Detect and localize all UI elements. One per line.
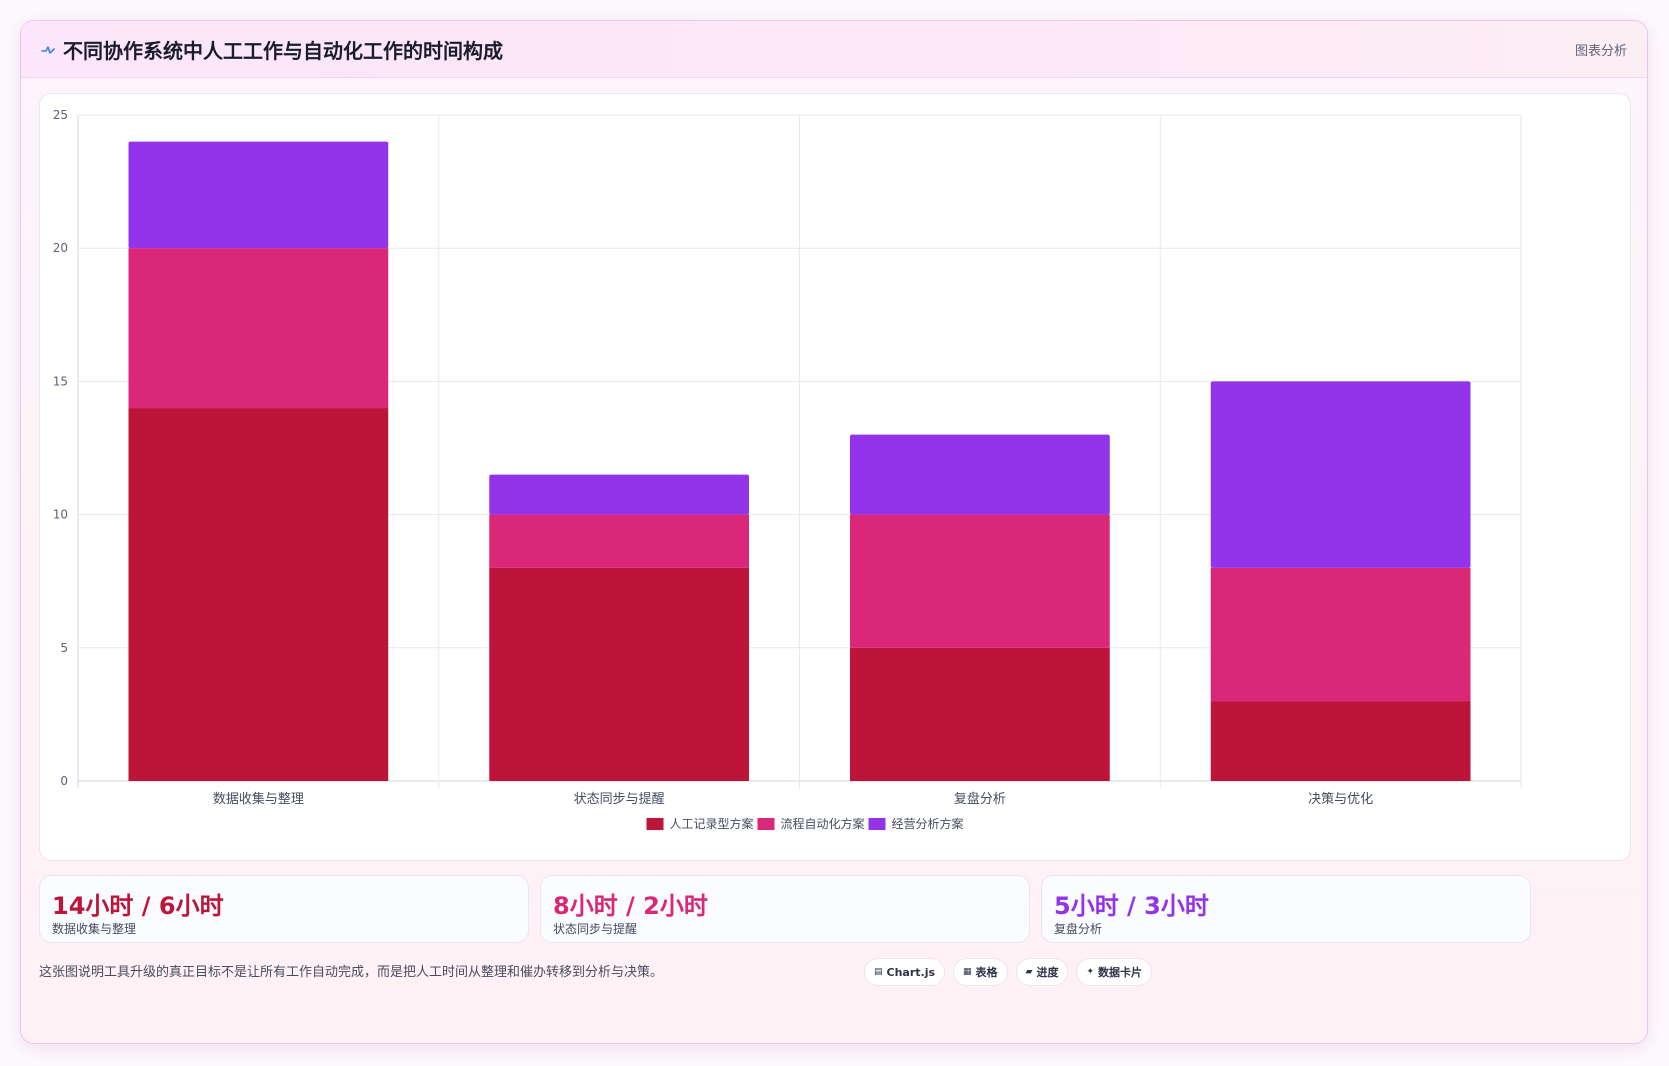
bar-segment[interactable] [128, 408, 389, 781]
pill-table[interactable]: ▦ 表格 [953, 958, 1008, 986]
pill-label: 数据卡片 [1098, 966, 1143, 979]
bar-segment[interactable] [850, 647, 1110, 781]
bar-segment[interactable] [1210, 381, 1471, 568]
legend-label[interactable]: 经营分析方案 [892, 816, 964, 831]
bar-segment[interactable] [1210, 701, 1471, 781]
x-tick-label: 状态同步与提醒 [574, 791, 665, 807]
x-tick-label: 决策与优化 [1308, 791, 1373, 807]
legend-label[interactable]: 人工记录型方案 [670, 816, 754, 831]
chart-icon: ▤ [874, 967, 883, 977]
stat-value: 14小时 / 6小时 [52, 892, 224, 920]
bar-segment[interactable] [489, 514, 749, 568]
y-tick-label: 20 [53, 241, 68, 255]
pulse-icon [41, 46, 55, 54]
y-tick-label: 25 [53, 108, 68, 122]
card-header: 不同协作系统中人工工作与自动化工作的时间构成 图表分析 [21, 21, 1647, 78]
footer-note: 这张图说明工具升级的真正目标不是让所有工作自动完成，而是把人工时间从整理和催办转… [39, 965, 664, 980]
x-tick-label: 数据收集与整理 [213, 791, 304, 807]
y-tick-label: 5 [60, 641, 68, 655]
stat-value: 5小时 / 3小时 [1054, 892, 1209, 920]
bar-segment[interactable] [489, 474, 749, 515]
pill-data-card[interactable]: ✦ 数据卡片 [1076, 958, 1153, 986]
x-tick-label: 复盘分析 [954, 791, 1006, 807]
chart-panel: 0 5 10 15 20 25 数据收集与整理 状态同步与提醒 复盘分析 决策与优化 人工记录型方… [39, 93, 1631, 861]
legend-swatch[interactable] [868, 818, 886, 830]
bar-segment[interactable] [128, 141, 389, 249]
bar-segment[interactable] [128, 248, 389, 409]
chart-title: 不同协作系统中人工工作与自动化工作的时间构成 [63, 39, 503, 63]
sparkle-icon: ✦ [1086, 967, 1095, 977]
stat-label: 状态同步与提醒 [553, 922, 638, 936]
stat-card-data-collection: 14小时 / 6小时 数据收集与整理 [39, 875, 529, 943]
stat-card-status-sync: 8小时 / 2小时 状态同步与提醒 [540, 875, 1030, 943]
stat-card-review: 5小时 / 3小时 复盘分析 [1041, 875, 1531, 943]
feature-pills: ▤ Chart.js ▦ 表格 ▰ 进度 ✦ 数据卡片 [864, 958, 1153, 986]
y-tick-label: 10 [53, 508, 68, 522]
chart-card: 不同协作系统中人工工作与自动化工作的时间构成 图表分析 0 5 10 15 20 25 数据… [20, 20, 1648, 1044]
legend-label[interactable]: 流程自动化方案 [781, 816, 865, 831]
legend-swatch[interactable] [757, 818, 775, 830]
pill-chartjs[interactable]: ▤ Chart.js [864, 958, 946, 986]
bar-segment[interactable] [850, 434, 1110, 515]
stat-value: 8小时 / 2小时 [553, 892, 708, 920]
legend-swatch[interactable] [646, 818, 664, 830]
y-tick-label: 0 [60, 774, 68, 788]
stat-label: 数据收集与整理 [52, 922, 137, 936]
pill-label: 进度 [1036, 966, 1059, 979]
y-tick-label: 15 [53, 374, 68, 388]
stat-label: 复盘分析 [1054, 922, 1103, 936]
pill-progress[interactable]: ▰ 进度 [1015, 958, 1069, 986]
stacked-bar-chart: 0 5 10 15 20 25 数据收集与整理 状态同步与提醒 复盘分析 决策与优化 人工记录型方… [53, 108, 1522, 831]
header-tag: 图表分析 [1574, 44, 1627, 59]
bar-segment[interactable] [489, 567, 749, 781]
bar-segment[interactable] [1210, 567, 1471, 702]
pill-label: Chart.js [886, 965, 936, 979]
table-icon: ▦ [963, 967, 972, 977]
bar-segment[interactable] [850, 514, 1110, 648]
progress-icon: ▰ [1025, 967, 1033, 977]
pill-label: 表格 [975, 966, 998, 979]
